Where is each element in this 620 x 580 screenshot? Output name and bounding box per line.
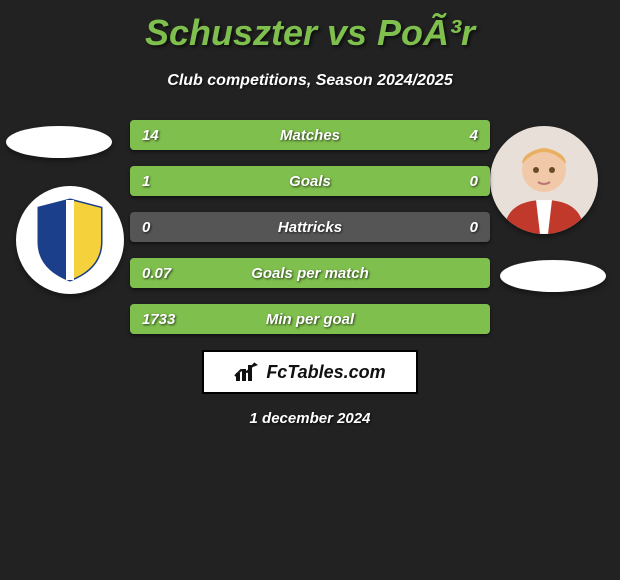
right-country-flag-placeholder	[500, 260, 606, 292]
page-title: Schuszter vs PoÃ³r	[0, 0, 620, 54]
page-subtitle: Club competitions, Season 2024/2025	[0, 72, 620, 90]
stat-label: Min per goal	[130, 304, 490, 334]
stat-row: 14Matches4	[130, 120, 490, 150]
stat-label: Goals	[130, 166, 490, 196]
club-crest-icon	[35, 198, 105, 282]
stats-area: 14Matches41Goals00Hattricks00.07Goals pe…	[0, 120, 620, 334]
stat-label: Goals per match	[130, 258, 490, 288]
stat-value-right: 4	[470, 120, 478, 150]
stat-label: Matches	[130, 120, 490, 150]
avatar-icon	[490, 126, 598, 234]
stat-row: 0.07Goals per match	[130, 258, 490, 288]
stat-value-right: 0	[470, 166, 478, 196]
stat-row: 1733Min per goal	[130, 304, 490, 334]
branding-box: FcTables.com	[202, 350, 418, 394]
branding-text: FcTables.com	[266, 362, 385, 383]
stat-row: 1Goals0	[130, 166, 490, 196]
stats-rows: 14Matches41Goals00Hattricks00.07Goals pe…	[130, 120, 490, 334]
stat-row: 0Hattricks0	[130, 212, 490, 242]
date-label: 1 december 2024	[0, 410, 620, 427]
left-club-badge	[16, 186, 124, 294]
stat-label: Hattricks	[130, 212, 490, 242]
chart-icon	[234, 361, 260, 383]
stat-value-right: 0	[470, 212, 478, 242]
right-player-avatar	[490, 126, 598, 234]
left-country-flag-placeholder	[6, 126, 112, 158]
